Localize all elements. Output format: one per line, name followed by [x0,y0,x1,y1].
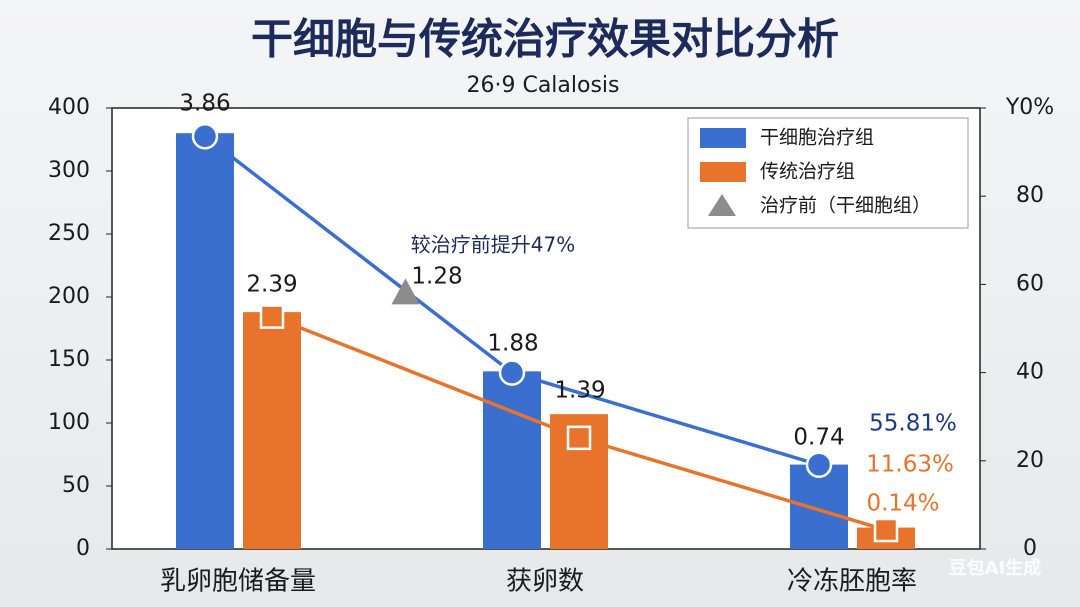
y-tick-label: 250 [48,221,90,246]
point [259,304,285,329]
y-tick-label: 0 [76,536,90,561]
point [873,517,899,543]
point [191,122,219,150]
y-tick-label: 300 [48,158,90,183]
legend-label: 干细胞治疗组 [760,127,874,149]
y-tick-label: 200 [48,284,90,309]
legend-label: 传统治疗组 [760,161,855,183]
y-tick-label: 150 [48,347,90,372]
y2-tick-label: 20 [1016,448,1044,473]
annotation: 3.86 [179,91,230,117]
legend-swatch [700,162,746,182]
annotation: 较治疗前提升47% [411,233,575,257]
x-tick-label: 冷冻胚胞率 [787,567,917,597]
x-tick-label: 乳卵胞储备量 [160,567,316,597]
annotation: 1.39 [554,378,605,404]
bar [176,133,234,549]
watermark: 豆包AI生成 [949,557,1042,579]
annotation: 55.81% [869,411,957,437]
legend-swatch [700,128,746,148]
y2-tick-label: 0 [1023,536,1037,561]
y2-tick-label: Y0% [1005,95,1054,120]
y-tick-label: 50 [62,473,90,498]
annotation: 1.28 [411,264,462,290]
bar [243,312,301,549]
y-tick-label: 100 [48,410,90,435]
point [498,359,526,386]
point [566,425,592,451]
y2-tick-label: 80 [1016,183,1044,208]
bar [790,464,848,549]
annotation: 2.39 [246,272,297,298]
point [391,278,420,305]
annotation: 1.88 [487,331,538,357]
y2-tick-label: 40 [1016,360,1044,385]
annotation: 0.14% [866,491,939,517]
legend-label: 治疗前（干细胞组） [760,195,931,217]
annotation: 11.63% [866,452,954,478]
y2-tick-label: 60 [1016,271,1044,296]
point [805,451,833,479]
chart-subtitle: 26·9 Calalosis [466,73,619,98]
y-tick-label: 400 [48,95,90,120]
x-tick-label: 获卵数 [506,567,584,597]
bar [483,371,541,549]
legend-swatch [708,194,736,216]
annotation: 0.74 [793,425,844,451]
chart-title: 干细胞与传统治疗效果对比分析 [251,15,839,64]
